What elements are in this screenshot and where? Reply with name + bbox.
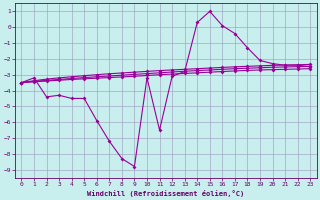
X-axis label: Windchill (Refroidissement éolien,°C): Windchill (Refroidissement éolien,°C) [87, 190, 244, 197]
